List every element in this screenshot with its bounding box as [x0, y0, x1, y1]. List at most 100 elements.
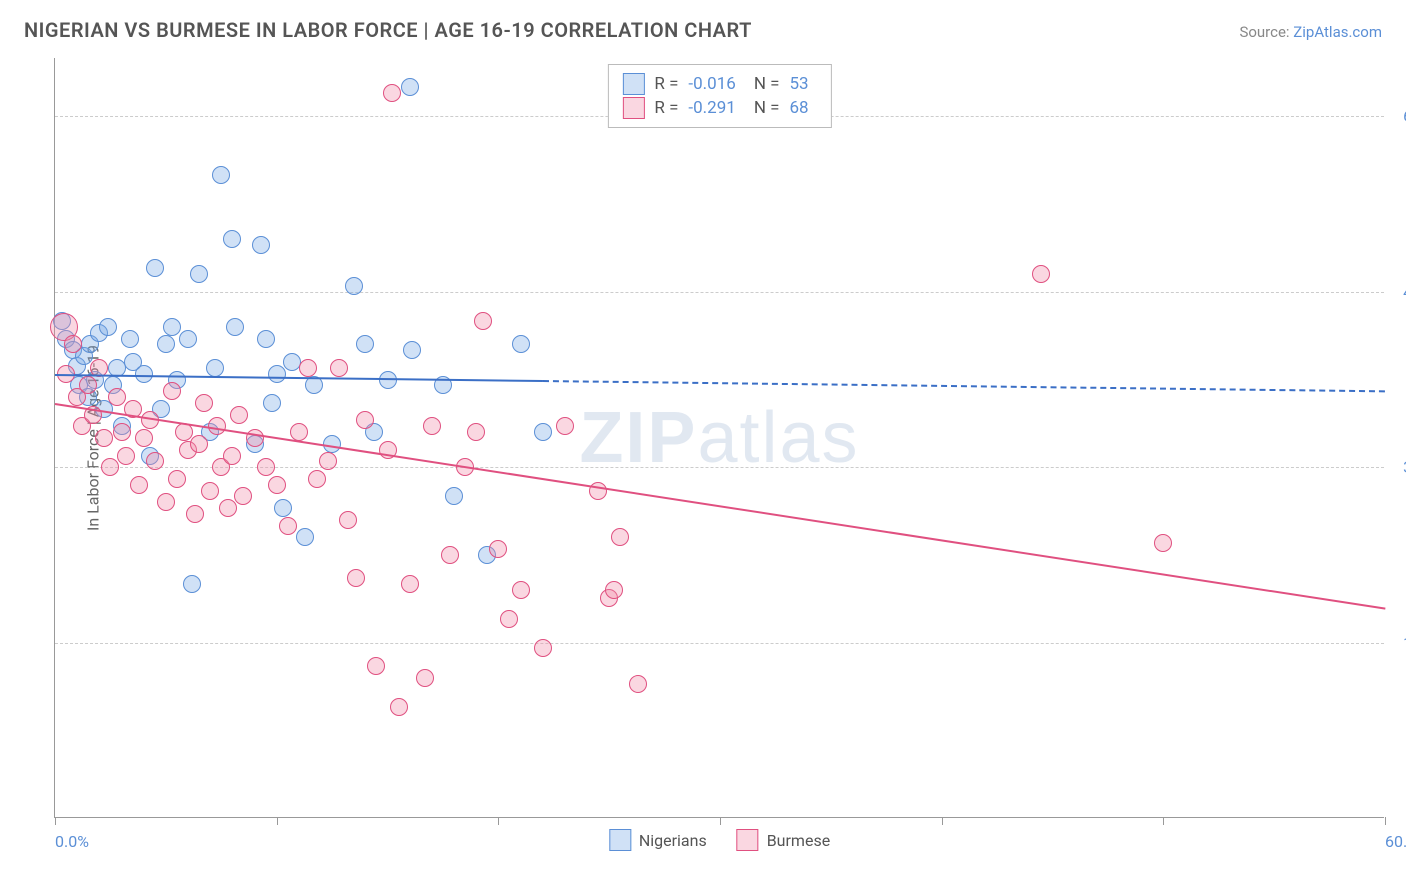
legend-swatch: [609, 829, 631, 851]
x-tick: [55, 817, 56, 825]
data-point: [163, 318, 181, 336]
correlation-legend: R = -0.016 N = 53 R = -0.291 N = 68: [607, 64, 831, 128]
legend-item: Burmese: [737, 829, 830, 851]
data-point: [163, 382, 181, 400]
x-tick: [720, 817, 721, 825]
data-point: [556, 417, 574, 435]
data-point: [296, 528, 314, 546]
x-tick-label: 60.0%: [1385, 832, 1406, 851]
r-value: -0.016: [688, 74, 735, 94]
data-point: [246, 429, 264, 447]
legend-row: R = -0.291 N = 68: [622, 97, 816, 119]
source-prefix: Source:: [1239, 23, 1293, 41]
data-point: [195, 394, 213, 412]
data-point: [179, 330, 197, 348]
n-value: 68: [790, 98, 809, 118]
r-label: R =: [654, 74, 678, 94]
data-point: [534, 639, 552, 657]
data-point: [117, 447, 135, 465]
x-tick: [277, 817, 278, 825]
n-label: N =: [754, 74, 780, 94]
x-tick: [1385, 817, 1386, 825]
data-point: [423, 417, 441, 435]
data-point: [101, 458, 119, 476]
data-point: [290, 423, 308, 441]
data-point: [223, 447, 241, 465]
legend-item: Nigerians: [609, 829, 707, 851]
data-point: [611, 528, 629, 546]
data-point: [64, 335, 82, 353]
data-point: [356, 335, 374, 353]
data-point: [345, 277, 363, 295]
trend-line: [55, 403, 1385, 610]
n-value: 53: [790, 74, 809, 94]
data-point: [206, 359, 224, 377]
x-tick: [942, 817, 943, 825]
trend-line: [55, 374, 543, 382]
data-point: [308, 470, 326, 488]
data-point: [347, 569, 365, 587]
data-point: [263, 394, 281, 412]
data-point: [113, 423, 131, 441]
x-tick: [1163, 817, 1164, 825]
data-point: [279, 517, 297, 535]
data-point: [257, 330, 275, 348]
data-point: [146, 452, 164, 470]
data-point: [330, 359, 348, 377]
data-point: [445, 487, 463, 505]
data-point: [356, 411, 374, 429]
data-point: [390, 698, 408, 716]
data-point: [157, 493, 175, 511]
data-point: [339, 511, 357, 529]
data-point: [367, 657, 385, 675]
legend-swatch: [737, 829, 759, 851]
source-credit: Source: ZipAtlas.com: [1239, 23, 1382, 41]
data-point: [212, 166, 230, 184]
plot-region: 15.0%30.0%45.0%60.0%0.0%60.0%: [55, 58, 1384, 817]
data-point: [416, 669, 434, 687]
data-point: [183, 575, 201, 593]
data-point: [383, 84, 401, 102]
data-point: [1154, 534, 1172, 552]
data-point: [234, 487, 252, 505]
data-point: [401, 78, 419, 96]
x-tick: [498, 817, 499, 825]
x-tick-label: 0.0%: [55, 832, 89, 851]
data-point: [226, 318, 244, 336]
data-point: [589, 482, 607, 500]
data-point: [629, 675, 647, 693]
series-legend: Nigerians Burmese: [609, 829, 830, 851]
legend-swatch: [622, 97, 644, 119]
data-point: [121, 330, 139, 348]
r-value: -0.291: [688, 98, 735, 118]
data-point: [79, 376, 97, 394]
data-point: [512, 335, 530, 353]
source-link[interactable]: ZipAtlas.com: [1293, 23, 1382, 41]
gridline: [55, 467, 1384, 468]
data-point: [299, 359, 317, 377]
trend-line: [543, 380, 1385, 392]
data-point: [268, 365, 286, 383]
data-point: [186, 505, 204, 523]
data-point: [168, 470, 186, 488]
data-point: [190, 435, 208, 453]
data-point: [108, 388, 126, 406]
data-point: [441, 546, 459, 564]
r-label: R =: [654, 98, 678, 118]
data-point: [401, 575, 419, 593]
data-point: [467, 423, 485, 441]
data-point: [257, 458, 275, 476]
data-point: [512, 581, 530, 599]
gridline: [55, 643, 1384, 644]
data-point: [130, 476, 148, 494]
data-point: [489, 540, 507, 558]
data-point: [135, 365, 153, 383]
n-label: N =: [754, 98, 780, 118]
data-point: [219, 499, 237, 517]
data-point: [201, 482, 219, 500]
data-point: [474, 312, 492, 330]
data-point: [534, 423, 552, 441]
data-point: [403, 341, 421, 359]
data-point: [319, 452, 337, 470]
data-point: [135, 429, 153, 447]
